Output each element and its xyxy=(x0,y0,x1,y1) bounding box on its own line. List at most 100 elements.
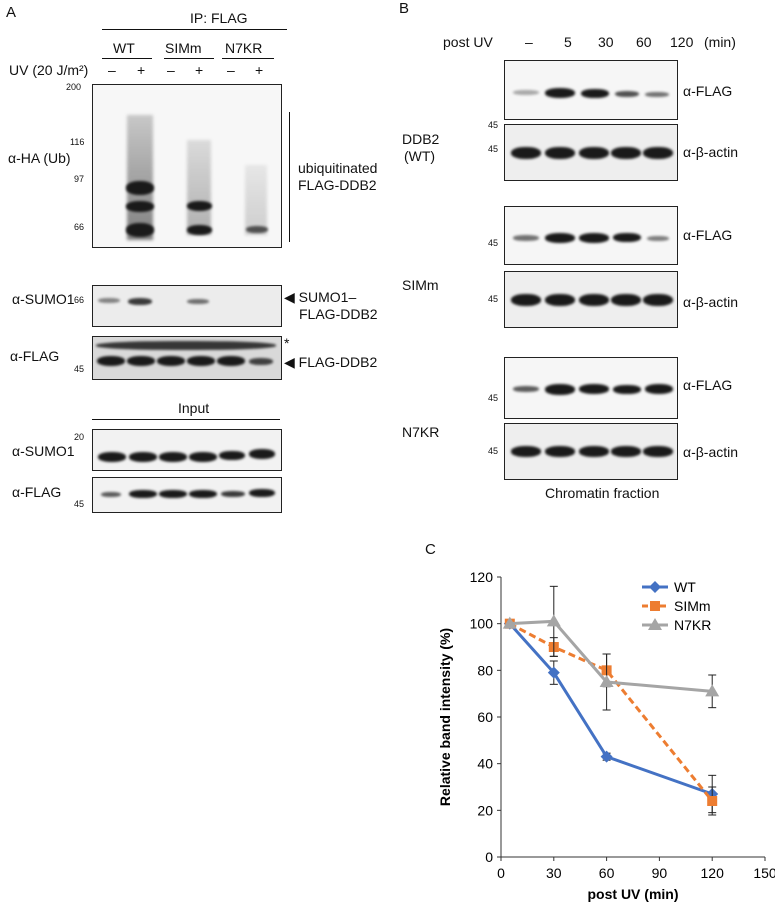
y-tick-label: 20 xyxy=(477,802,493,818)
ha-blot xyxy=(92,84,282,248)
row-n7kr-actin-label: α-β-actin xyxy=(683,444,739,460)
wt-series-line xyxy=(508,622,713,796)
n7kr-legend-marker xyxy=(648,618,662,630)
y-tick-label: 100 xyxy=(470,616,494,632)
sumo-ip-blot-label: α-SUMO1 xyxy=(12,291,75,307)
x-tick-label: 120 xyxy=(701,865,725,881)
wt-legend-label: WT xyxy=(674,579,696,595)
input-line xyxy=(92,419,280,420)
row-simm-actin-marker: 45 xyxy=(488,294,499,304)
row-n7kr-actin-marker: 45 xyxy=(488,446,499,456)
x-tick-label: 0 xyxy=(497,865,505,881)
ubiquitinated-annotation-1: ubiquitinated xyxy=(298,160,378,176)
timepoint-5: 5 xyxy=(564,34,572,50)
sumo-ip-annotation-2: FLAG-DDB2 xyxy=(299,306,378,322)
sumo-ip-annotation-text: SUMO1– xyxy=(298,289,357,305)
ip-line xyxy=(102,29,287,30)
ip-label: IP: FLAG xyxy=(190,10,248,26)
lane-sign-4: + xyxy=(195,62,204,78)
n7kr-series-line xyxy=(509,619,713,693)
lane-sign-6: + xyxy=(255,62,264,78)
sumo-input-blot xyxy=(92,429,282,471)
row-simm-flag-label: α-FLAG xyxy=(683,227,733,243)
ha-marker-66: 66 xyxy=(74,222,85,232)
flag-ip-marker-45: 45 xyxy=(74,364,85,374)
ha-marker-116: 116 xyxy=(70,137,85,147)
x-tick-label: 150 xyxy=(753,865,775,881)
sumo-input-marker-20: 20 xyxy=(74,432,85,442)
row-n7kr-flag-blot xyxy=(504,357,678,419)
n7kr-data-point xyxy=(502,616,517,629)
timepoint-unit: (min) xyxy=(704,34,736,50)
flag-ip-annotation: ◀ FLAG-DDB2 xyxy=(284,354,378,370)
simm-legend-marker xyxy=(650,601,660,611)
n7kr-data-point xyxy=(546,614,561,627)
row-simm-flag-marker: 45 xyxy=(488,238,499,248)
n7kr-legend-label: N7KR xyxy=(674,617,711,633)
post-uv-label: post UV xyxy=(443,34,493,50)
n7kr-data-point xyxy=(705,684,720,697)
row-wt-flag-marker: 45 xyxy=(488,120,499,130)
timepoint-30: 30 xyxy=(598,34,614,50)
group-wt: WT xyxy=(113,40,135,56)
group-line-n7kr xyxy=(222,58,274,59)
group-n7kr: N7KR xyxy=(225,40,263,56)
sumo-input-blot-label: α-SUMO1 xyxy=(12,443,75,459)
flag-input-blot-label: α-FLAG xyxy=(12,484,62,500)
row-simm-actin-label: α-β-actin xyxy=(683,294,739,310)
flag-ip-blot-label: α-FLAG xyxy=(10,348,60,364)
y-axis-label: Relative band intensity (%) xyxy=(437,628,453,806)
flag-input-blot xyxy=(92,477,282,513)
y-tick-label: 120 xyxy=(470,569,494,585)
x-tick-label: 60 xyxy=(599,865,615,881)
ha-marker-200: 200 xyxy=(66,82,82,92)
row-simm-name: SIMm xyxy=(402,277,439,293)
ubiquitinated-annotation-2: FLAG-DDB2 xyxy=(298,177,377,193)
wt-legend-marker xyxy=(649,581,661,593)
simm-legend-label: SIMm xyxy=(674,598,711,614)
flag-input-marker-45: 45 xyxy=(74,499,85,509)
y-tick-label: 40 xyxy=(477,756,493,772)
y-tick-label: 60 xyxy=(477,709,493,725)
row-wt-name: DDB2 xyxy=(402,131,440,147)
group-line-simm xyxy=(164,58,214,59)
row-wt-actin-marker: 45 xyxy=(488,144,499,154)
panel-c-chart: 0 20 40 60 80 100 120 0 30 60 90 120 150 post UV (min… xyxy=(437,569,775,902)
row-wt-name2: (WT) xyxy=(404,148,436,164)
wt-data-point xyxy=(600,750,613,763)
panel-c-letter: C xyxy=(425,541,436,558)
ha-marker-97: 97 xyxy=(74,174,85,184)
y-tick-label: 80 xyxy=(477,662,493,678)
row-n7kr-flag-marker: 45 xyxy=(488,393,499,403)
row-wt-flag-label: α-FLAG xyxy=(683,83,733,99)
uv-label: UV (20 J/m²) xyxy=(9,62,89,78)
timepoint-120: 120 xyxy=(670,34,694,50)
row-simm-flag-blot xyxy=(504,206,678,265)
lane-sign-2: + xyxy=(137,62,146,78)
x-tick-label: 90 xyxy=(652,865,668,881)
lane-sign-1: – xyxy=(108,62,116,78)
group-line-wt xyxy=(102,58,152,59)
sumo-ip-annotation-1: ◀ SUMO1– xyxy=(284,289,357,305)
row-wt-flag-blot xyxy=(504,60,678,120)
row-wt-actin-blot xyxy=(504,124,678,181)
chromatin-fraction-label: Chromatin fraction xyxy=(545,485,660,501)
flag-ip-annotation-text: FLAG-DDB2 xyxy=(298,354,378,370)
n7kr-data-point xyxy=(599,675,614,687)
timepoint-0: – xyxy=(525,34,533,50)
sumo-ip-blot xyxy=(92,285,282,327)
simm-data-point xyxy=(707,796,718,806)
simm-series-line xyxy=(509,622,714,802)
row-n7kr-flag-label: α-FLAG xyxy=(683,377,733,393)
x-tick-label: 30 xyxy=(546,865,562,881)
panel-a-letter: A xyxy=(6,4,17,21)
lane-sign-3: – xyxy=(167,62,175,78)
row-n7kr-actin-blot xyxy=(504,423,678,480)
group-simm: SIMm xyxy=(165,40,202,56)
wt-data-point xyxy=(547,666,560,679)
row-n7kr-name: N7KR xyxy=(402,424,440,440)
y-tick-label: 0 xyxy=(485,849,493,865)
input-label: Input xyxy=(178,400,210,416)
row-simm-actin-blot xyxy=(504,271,678,328)
timepoint-60: 60 xyxy=(636,34,652,50)
